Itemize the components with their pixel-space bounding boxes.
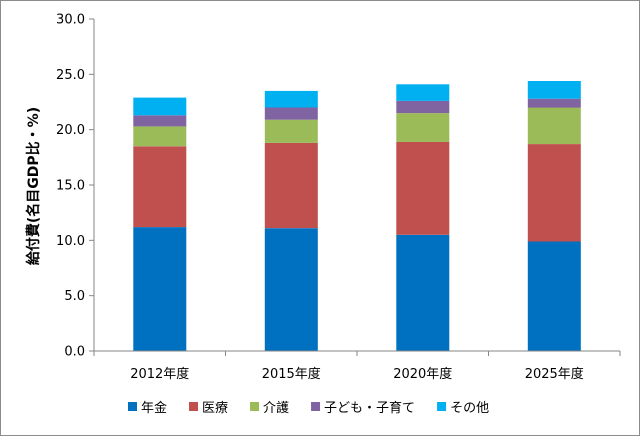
y-ticks: 0.0 5.0 10.0 15.0 20.0 25.0 30.0 — [56, 13, 94, 360]
legend-label: 医療 — [202, 401, 228, 416]
legend-label: 介護 — [263, 400, 289, 416]
y-tick-label: 20.0 — [56, 123, 85, 138]
bar-segment — [527, 107, 581, 144]
x-category-label: 2020年度 — [393, 366, 452, 382]
legend-swatch — [128, 402, 137, 411]
bar-segment — [396, 141, 450, 235]
x-category-label: 2015年度 — [262, 366, 321, 382]
x-category-label: 2025年度 — [525, 366, 584, 382]
legend-swatch — [311, 402, 321, 411]
y-tick-label: 0.0 — [64, 345, 85, 360]
bar-segment — [133, 115, 187, 127]
x-category-label: 2012年度 — [130, 366, 189, 382]
y-tick-label: 30.0 — [56, 13, 85, 28]
bar-segment — [264, 119, 318, 143]
legend: 年金 医療 介護 子ども・子育て その他 — [128, 400, 489, 416]
bar-segment — [396, 234, 450, 351]
y-tick-label: 5.0 — [64, 289, 85, 304]
bar-segment — [264, 228, 318, 351]
bar-segment — [527, 98, 581, 108]
bar-segment — [527, 241, 581, 351]
legend-label: その他 — [450, 401, 489, 416]
y-tick-label: 10.0 — [56, 234, 85, 249]
bar-segment — [396, 84, 450, 101]
y-tick-label: 15.0 — [56, 179, 85, 194]
bars-layer — [133, 81, 581, 351]
bar-segment — [133, 146, 187, 228]
legend-swatch — [437, 402, 447, 411]
y-axis-label: 給付費(名目GDP比・%) — [25, 107, 42, 265]
y-tick-label: 25.0 — [56, 68, 85, 83]
x-ticks: 2012年度 2015年度 2020年度 2025年度 — [93, 351, 621, 382]
bar-segment — [264, 107, 318, 120]
bar-segment — [396, 113, 450, 142]
legend-label: 子ども・子育て — [324, 400, 415, 416]
bar-segment — [133, 227, 187, 351]
bar-segment — [264, 90, 318, 108]
bar-segment — [396, 100, 450, 114]
legend-swatch — [189, 402, 199, 411]
legend-label: 年金 — [141, 400, 167, 416]
bar-segment — [264, 142, 318, 229]
bar-segment — [133, 97, 187, 116]
legend-swatch — [250, 402, 260, 411]
bar-segment — [133, 126, 187, 147]
bar-segment — [527, 144, 581, 242]
bar-segment — [527, 81, 581, 99]
